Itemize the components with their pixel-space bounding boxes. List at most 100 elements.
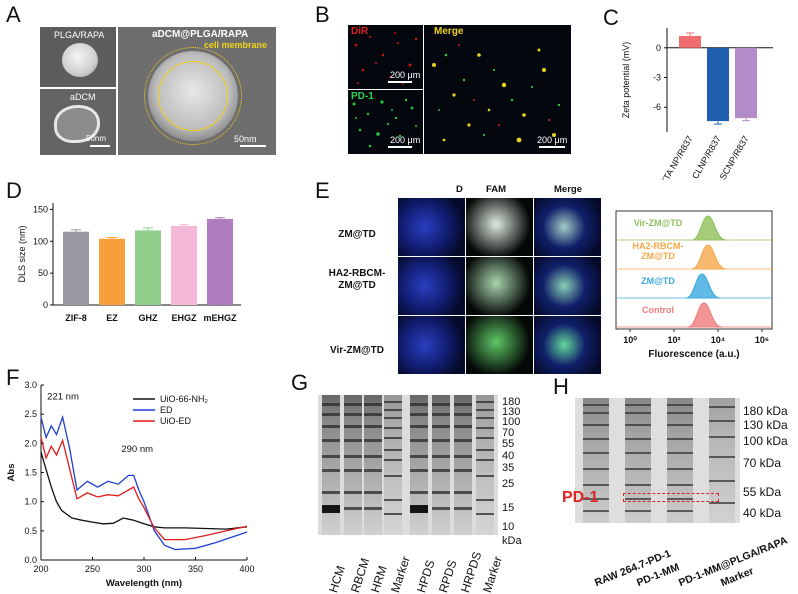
- panel-b-merge-image: Merge 200 μm: [424, 25, 571, 154]
- gel-band: [454, 507, 472, 510]
- gel-band: [384, 427, 402, 429]
- gel-band: [364, 403, 382, 406]
- y-axis-label: DLS size (nm): [17, 225, 27, 282]
- gel-band: [667, 452, 693, 454]
- gel-band: [344, 507, 362, 510]
- gel-band: [476, 513, 494, 515]
- gel-band: [709, 436, 735, 438]
- panel-c-letter: C: [603, 5, 619, 30]
- gel-lane: [364, 395, 382, 535]
- dir-label: DiR: [351, 26, 369, 37]
- gel-band: [432, 439, 450, 442]
- annotation-290nm: 290 nm: [121, 444, 153, 455]
- panel-a-label-plga: PLGA/RAPA: [54, 30, 105, 40]
- bar: [171, 225, 197, 305]
- gel-band: [364, 413, 382, 416]
- gel-band: [322, 413, 340, 416]
- gel-band: [476, 499, 494, 501]
- pd1-speckles: [352, 98, 417, 148]
- microscopy-tile: [398, 198, 465, 256]
- gel-band: [667, 498, 693, 500]
- gel-band: [454, 455, 472, 458]
- gel-band: [667, 510, 693, 512]
- panel-b-pd1-image: PD-1 200 μm: [348, 90, 423, 154]
- nanoparticle-sphere: [62, 43, 98, 77]
- column-header: D: [456, 184, 463, 195]
- gel-lane: [410, 395, 428, 535]
- y-tick-label: -3: [653, 73, 661, 83]
- histogram-label: Vir-ZM@TD: [634, 218, 683, 228]
- gel-lane: [667, 398, 693, 523]
- panel-a-tem-top-left: PLGA/RAPA: [40, 27, 116, 87]
- bar: [63, 231, 89, 305]
- gel-band: [709, 456, 735, 458]
- panel-h-gel: [575, 398, 740, 523]
- gel-band: [322, 455, 340, 458]
- gel-band: [410, 455, 428, 458]
- y-tick-label: 0: [656, 43, 661, 53]
- gel-band: [364, 439, 382, 442]
- panel-h-letter: H: [553, 374, 569, 399]
- gel-band: [476, 475, 494, 477]
- scale-bar: [240, 145, 266, 147]
- gel-band: [454, 469, 472, 472]
- gel-band: [364, 507, 382, 510]
- panel-b-letter: B: [315, 2, 330, 27]
- gel-band: [625, 424, 651, 426]
- scale-bar-label: 200 μm: [537, 135, 568, 145]
- y-tick-label: -6: [653, 102, 661, 112]
- panel-c-zeta-chart: 0 -3 -6 Zeta potential (mV) POXTA NP/R837CLN…: [621, 28, 773, 180]
- panel-a-tem-bottom-left: aDCM 50nm: [40, 89, 116, 155]
- gel-band: [667, 404, 693, 406]
- histogram-peak: [691, 244, 727, 270]
- lane-label: RPDS: [436, 558, 460, 594]
- gel-band: [625, 404, 651, 406]
- gel-band: [344, 439, 362, 442]
- ladder-label: 55: [502, 438, 515, 450]
- scale-bar: [539, 146, 565, 148]
- ladder-label: 180 kDa: [743, 404, 788, 418]
- microscopy-tile: [534, 257, 601, 315]
- scale-bar-label: 50nm: [234, 134, 257, 144]
- ladder-label: 100: [502, 416, 521, 428]
- ladder-label: 40: [502, 450, 515, 462]
- x-tick-label: 350: [188, 564, 203, 574]
- gel-lane: [322, 395, 340, 535]
- panel-f-absorbance-chart: 0.0 0.5 1.0 1.5 2.0 2.5 3.0 200 250 300 350 400 Wave…: [6, 380, 255, 589]
- gel-band: [625, 484, 651, 486]
- gel-band: [344, 425, 362, 428]
- y-tick-label: 1.5: [24, 468, 37, 478]
- panel-b-dir-image: DiR 200 μm: [348, 25, 423, 89]
- panel-e-histogram: Vir-ZM@TD HA2-RBCM- ZM@TD ZM@TD Control 10⁰ 10…: [608, 205, 788, 365]
- row-label: ZM@TD: [338, 229, 376, 240]
- panel-g-gel: [318, 395, 498, 535]
- histogram-label: HA2-RBCM-: [633, 241, 684, 251]
- gel-lane: [583, 398, 609, 523]
- column-header: FAM: [486, 184, 507, 195]
- gel-band: [344, 469, 362, 472]
- histogram-frame: [615, 210, 773, 330]
- gel-band: [476, 449, 494, 451]
- membrane-outline-inner: [158, 61, 228, 131]
- gel-band: [625, 468, 651, 470]
- gel-band: [322, 425, 340, 428]
- histogram-label: ZM@TD: [641, 251, 675, 261]
- ladder-label: 100 kDa: [743, 434, 788, 448]
- gel-band: [583, 484, 609, 486]
- x-tick-label: 250: [85, 564, 100, 574]
- ladder-label: 180: [502, 396, 521, 408]
- pd1-band-box: [623, 493, 719, 502]
- gel-band: [432, 425, 450, 428]
- gel-band: [667, 412, 693, 414]
- x-tick-label: GHZ: [139, 313, 159, 323]
- ladder-label: 130 kDa: [743, 418, 788, 432]
- gel-band: [583, 424, 609, 426]
- gel-band: [322, 491, 340, 494]
- gel-band: [432, 413, 450, 416]
- panel-f-letter: F: [6, 365, 20, 390]
- panel-e-letter: E: [315, 178, 330, 203]
- scale-bar-label: 200 μm: [390, 70, 421, 80]
- merge-label: Merge: [434, 26, 464, 37]
- microscopy-tile: [466, 198, 533, 256]
